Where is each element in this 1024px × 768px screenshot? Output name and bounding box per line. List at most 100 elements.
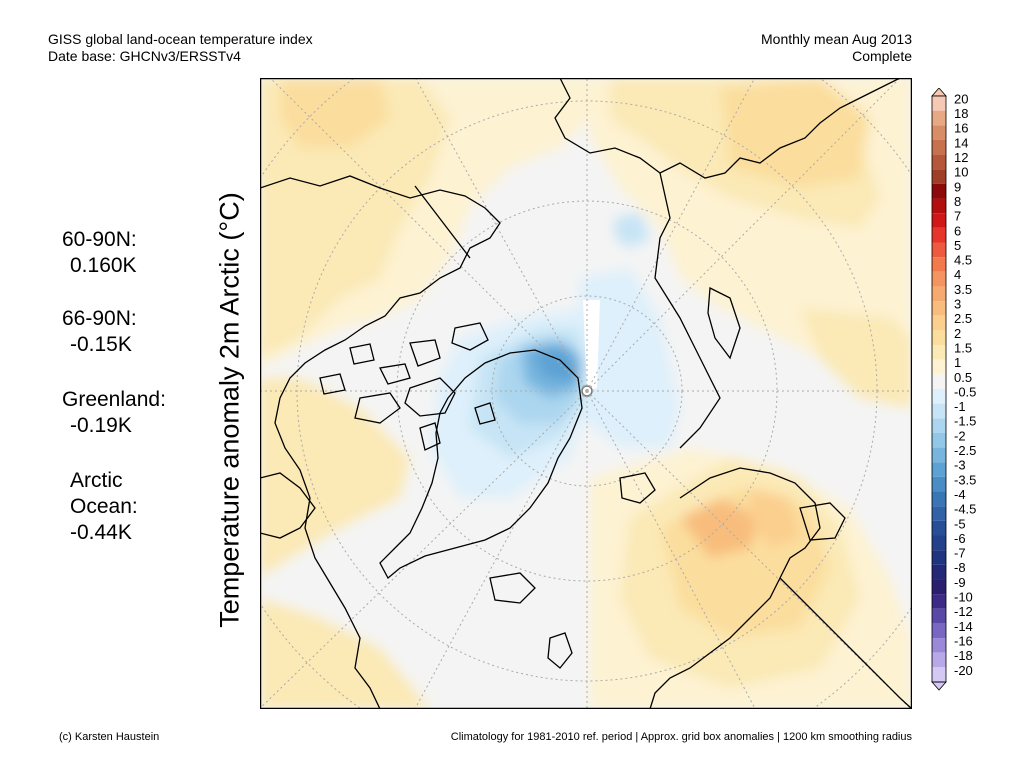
colorbar-swatch <box>932 447 946 463</box>
colorbar-swatch <box>932 667 946 682</box>
colorbar-swatch <box>932 198 946 214</box>
colorbar-tick-label: 4 <box>954 267 961 282</box>
colorbar-swatch <box>932 330 946 346</box>
colorbar-outline <box>931 95 947 683</box>
colorbar-swatch <box>932 652 946 668</box>
colorbar-tick-label: -4.5 <box>954 502 976 517</box>
stat-value-60-90n: 0.160K <box>70 254 137 277</box>
colorbar-swatch <box>932 535 946 551</box>
colorbar-tick-label: 18 <box>954 106 968 121</box>
colorbar-tick-label: -0.5 <box>954 384 976 399</box>
alaska-border <box>414 185 471 259</box>
colorbar-swatch <box>932 418 946 433</box>
stat-value-66-90n: -0.15K <box>70 333 132 356</box>
colorbar-swatch <box>932 315 946 331</box>
colorbar-tick-label: 12 <box>954 150 968 165</box>
north-america-coastline <box>260 175 501 709</box>
colorbar-tick-label: 3.5 <box>954 282 972 297</box>
colorbar-swatch <box>932 139 946 155</box>
colorbar-swatch <box>932 462 946 477</box>
pole-gap <box>583 300 600 390</box>
colorbar-tick-label: -6 <box>954 531 966 546</box>
colorbar-tick-label: 2 <box>954 326 961 341</box>
novaya-zemlya <box>707 286 741 360</box>
stat-label-66-90n: 66-90N: <box>62 307 137 330</box>
colorbar-tick-label: 16 <box>954 121 968 136</box>
arctic-anomaly-map <box>260 78 912 709</box>
iceland <box>489 572 536 604</box>
colorbar-tick-label: 14 <box>954 135 968 150</box>
colorbar-swatch <box>932 564 946 580</box>
colorbar-swatch <box>932 638 946 653</box>
colorbar-tick-label: -1.5 <box>954 414 976 429</box>
colorbar-swatch <box>932 608 946 624</box>
greenland-coastline <box>379 349 583 580</box>
y-axis-label: Temperature anomaly 2m Arctic (°C) <box>214 192 245 628</box>
colorbar-tick-label: 3 <box>954 297 961 312</box>
stat-value-greenland: -0.19K <box>70 414 132 437</box>
colorbar-tick-label: -9 <box>954 575 966 590</box>
stat-value-arctic-ocean: -0.44K <box>70 521 132 544</box>
siberia-coastline <box>554 78 901 179</box>
colorbar-swatch <box>932 301 946 316</box>
colorbar-tick-label: -8 <box>954 560 966 575</box>
colorbar-swatch <box>932 169 946 184</box>
colorbar-tick-label: 9 <box>954 179 961 194</box>
period-label: Monthly mean Aug 2013 <box>761 31 912 47</box>
taymyr-coast <box>654 172 721 449</box>
colorbar-swatch <box>932 579 946 595</box>
stat-label-60-90n: 60-90N: <box>62 228 137 251</box>
anomaly-fields <box>260 78 912 709</box>
header-right: Monthly mean Aug 2013 Complete <box>761 31 912 65</box>
map-title: GISS global land-ocean temperature index <box>48 31 313 47</box>
colorbar-tick-label: -5 <box>954 516 966 531</box>
colorbar-tick-label: -7 <box>954 546 966 561</box>
colorbar-swatch <box>932 345 946 360</box>
stat-label-arctic: Arctic <box>70 469 123 492</box>
colorbar-swatch <box>932 227 946 243</box>
colorbar-swatch <box>932 110 946 126</box>
colorbar-tick-label: -20 <box>954 663 973 678</box>
status-label: Complete <box>852 48 912 64</box>
scandinavia-coastline <box>649 467 821 709</box>
method-note: Climatology for 1981-2010 ref. period | … <box>450 731 912 743</box>
credit-label: (c) Karsten Haustein <box>59 731 160 743</box>
colorbar-swatch <box>932 476 946 492</box>
colorbar-swatch <box>932 257 946 272</box>
colorbar-legend: 201816141210987654.543.532.521.510.5-0.5… <box>931 88 976 691</box>
colorbar-tick-label: 20 <box>954 91 968 106</box>
colorbar-swatch <box>932 359 946 375</box>
stat-label-ocean: Ocean: <box>70 495 138 518</box>
regional-stats: 60-90N: 0.160K 66-90N: -0.15K Greenland:… <box>0 0 200 768</box>
stat-label-greenland: Greenland: <box>62 388 166 411</box>
colorbar-swatch <box>932 271 946 287</box>
colorbar-swatch <box>932 96 946 111</box>
colorbar-tick-label: -2 <box>954 428 966 443</box>
colorbar-swatch <box>932 213 946 228</box>
colorbar-swatch <box>932 154 946 170</box>
colorbar-tick-label: -1 <box>954 399 966 414</box>
header-left: GISS global land-ocean temperature index… <box>48 31 313 65</box>
colorbar-tick-label: -10 <box>954 590 973 605</box>
colorbar-tick-label: 1 <box>954 355 961 370</box>
colorbar-tick-label: 10 <box>954 165 968 180</box>
map-frame <box>260 78 912 709</box>
colorbar-swatch <box>932 623 946 639</box>
colorbar-tick-label: -3 <box>954 458 966 473</box>
colorbar-swatch <box>932 432 946 448</box>
british-isles <box>547 632 573 669</box>
colorbar-tick-label: 0.5 <box>954 370 972 385</box>
colorbar-tick-label: -2.5 <box>954 443 976 458</box>
colorbar-swatch <box>932 550 946 565</box>
colorbar-swatch <box>932 242 946 258</box>
colorbar-tick-label: -12 <box>954 604 973 619</box>
colorbar-swatch <box>932 491 946 507</box>
colorbar-swatch <box>932 286 946 302</box>
graticule <box>260 78 912 709</box>
colorbar-tick-label: -18 <box>954 648 973 663</box>
colorbar-swatch <box>932 594 946 609</box>
colorbar-tick-label: 4.5 <box>954 253 972 268</box>
colorbar-tick-label: 1.5 <box>954 340 972 355</box>
colorbar-swatch <box>932 125 946 140</box>
colorbar-tick-label: 8 <box>954 194 961 209</box>
